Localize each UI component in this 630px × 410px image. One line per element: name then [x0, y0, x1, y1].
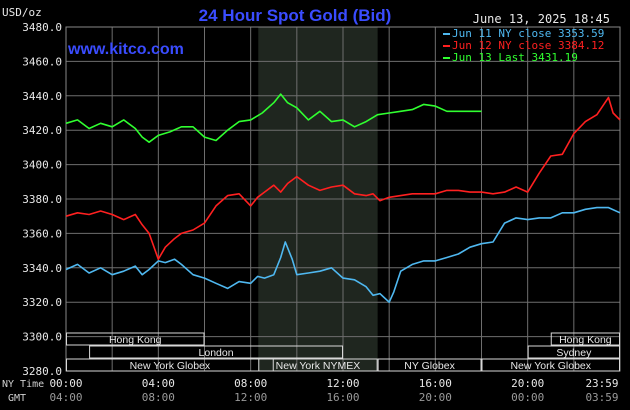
tz-label-gmt: GMT — [8, 393, 26, 404]
session-label: London — [199, 347, 234, 359]
legend-item-jun11: Jun 11 NY close 3353.59 — [452, 27, 604, 40]
x-tick-labels: 00:0004:0004:0008:0008:0012:0012:0016:00… — [49, 377, 618, 404]
legend-item-jun12: Jun 12 NY close 3384.12 — [452, 39, 604, 52]
session-box — [550, 332, 620, 346]
session-box — [89, 345, 344, 359]
x-tick-label-ny: 23:59 — [585, 377, 618, 390]
chart-title: 24 Hour Spot Gold (Bid) — [199, 6, 392, 25]
session-box — [258, 358, 378, 372]
series-line-jun12 — [65, 96, 621, 261]
y-tick-label: 3380.0 — [22, 193, 62, 206]
timestamp: June 13, 2025 18:45 — [473, 12, 610, 26]
session-label: Hong Kong — [559, 334, 612, 346]
session-box — [527, 345, 621, 359]
y-tick-label: 3460.0 — [22, 55, 62, 68]
site-label: www.kitco.com — [67, 41, 184, 58]
series-line-jun11 — [65, 206, 621, 304]
legend-item-jun13: Jun 13 Last 3431.19 — [452, 51, 578, 64]
y-tick-label: 3400.0 — [22, 159, 62, 172]
session-label: Hong Kong — [109, 334, 162, 346]
session-label: New York NYMEX — [276, 360, 361, 372]
y-tick-labels: 3280.0 3300.0 3320.0 3340.0 3360.0 3380.0 3400… — [22, 21, 62, 378]
x-tick-label-ny: 08:00 — [234, 377, 267, 390]
x-tick-label-ny: 20:00 — [511, 377, 544, 390]
x-tick-label-gmt: 08:00 — [142, 391, 175, 404]
y-tick-label: 3480.0 — [22, 21, 62, 34]
y-tick-label: 3360.0 — [22, 227, 62, 240]
y-tick-label: 3340.0 — [22, 262, 62, 275]
x-tick-label-gmt: 03:59 — [585, 391, 618, 404]
series-line-jun13 — [65, 93, 482, 143]
session-box — [66, 332, 205, 346]
y-tick-label: 3320.0 — [22, 296, 62, 309]
session-box — [481, 358, 620, 372]
y-tick-label: 3440.0 — [22, 90, 62, 103]
x-tick-label-ny: 16:00 — [419, 377, 452, 390]
session-label: New York Globex — [510, 360, 591, 372]
session-box — [377, 358, 482, 372]
y-tick-label: 3420.0 — [22, 124, 62, 137]
x-tick-label-gmt: 00:00 — [511, 391, 544, 404]
x-tick-label-gmt: 12:00 — [234, 391, 267, 404]
x-tick-label-gmt: 04:00 — [49, 391, 82, 404]
x-tick-label-gmt: 16:00 — [326, 391, 359, 404]
session-label: NY Globex — [404, 360, 455, 372]
grid-lines — [65, 26, 621, 372]
session-box — [66, 358, 274, 372]
tz-label-ny: NY Time — [2, 379, 44, 390]
series-lines — [65, 93, 621, 304]
x-tick-label-ny: 00:00 — [49, 377, 82, 390]
session-label: Sydney — [556, 347, 592, 359]
x-tick-label-gmt: 20:00 — [419, 391, 452, 404]
y-tick-label: 3280.0 — [22, 365, 62, 378]
unit-label: USD/oz — [2, 6, 42, 19]
session-label: New York Globex — [130, 360, 211, 372]
x-tick-label-ny: 12:00 — [326, 377, 359, 390]
x-tick-label-ny: 04:00 — [142, 377, 175, 390]
y-tick-label: 3300.0 — [22, 331, 62, 344]
